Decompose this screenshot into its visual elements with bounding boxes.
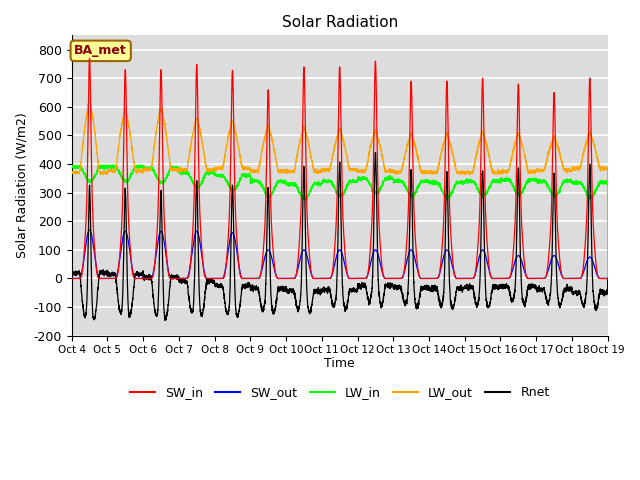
Text: BA_met: BA_met <box>74 44 127 57</box>
Legend: SW_in, SW_out, LW_in, LW_out, Rnet: SW_in, SW_out, LW_in, LW_out, Rnet <box>125 382 555 405</box>
X-axis label: Time: Time <box>324 357 355 370</box>
Y-axis label: Solar Radiation (W/m2): Solar Radiation (W/m2) <box>15 113 28 258</box>
Title: Solar Radiation: Solar Radiation <box>282 15 398 30</box>
